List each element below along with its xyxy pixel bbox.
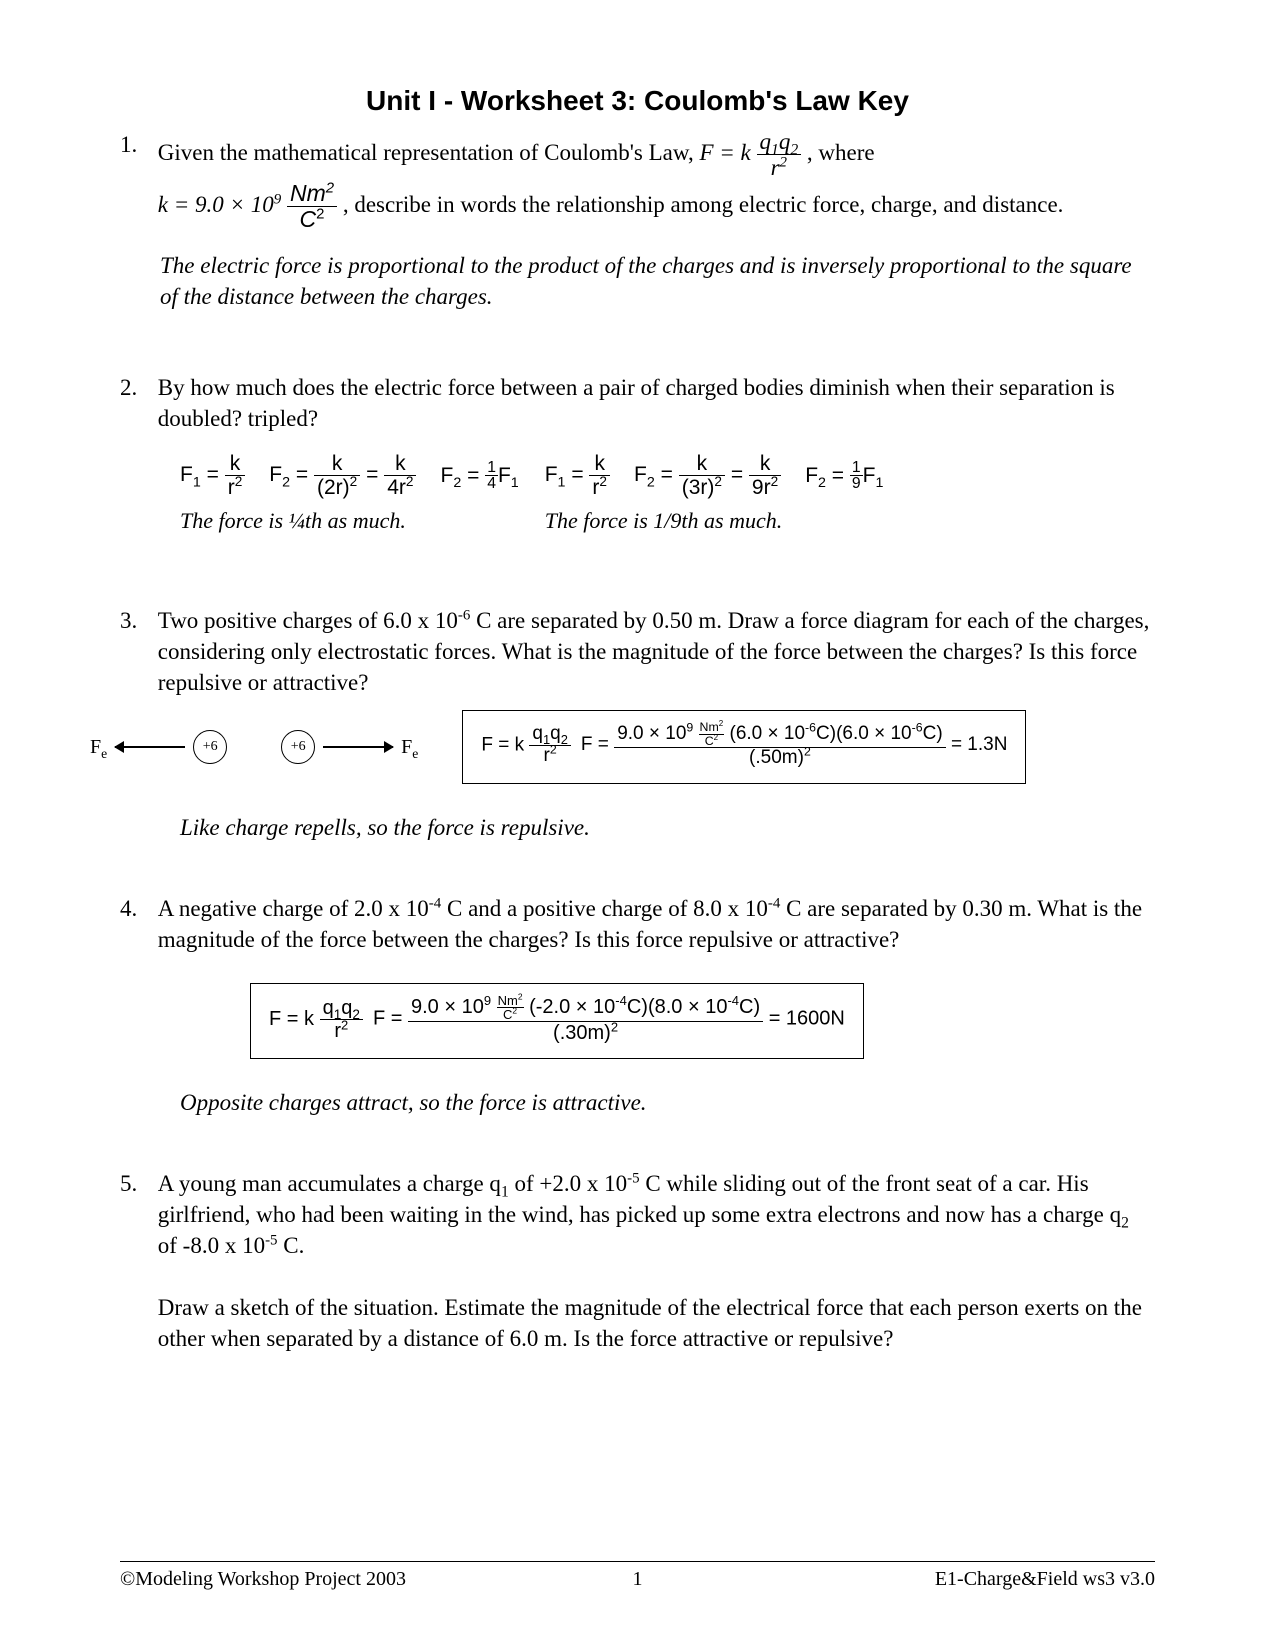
question-3: 3. Two positive charges of 6.0 x 10-6 C … xyxy=(120,605,1155,843)
q2-col-doubled: F1 = kr2 F2 = k(2r)2 = k4r2 F2 = 14F1 Th… xyxy=(180,452,519,535)
q4-answer: Opposite charges attract, so the force i… xyxy=(180,1087,1155,1118)
question-4: 4. A negative charge of 2.0 x 10-4 C and… xyxy=(120,893,1155,1118)
footer-page-num: 1 xyxy=(120,1568,1155,1591)
q2-text: By how much does the electric force betw… xyxy=(158,372,1153,434)
q2-col-tripled: F1 = kr2 F2 = k(3r)2 = k9r2 F2 = 19F1 Th… xyxy=(545,452,884,535)
q1-formula-F: F = k q1q2 r2 xyxy=(699,140,806,165)
q3-text: Two positive charges of 6.0 x 10-6 C are… xyxy=(158,605,1153,698)
q1-tail: , describe in words the relationship amo… xyxy=(343,192,1064,217)
charge-circle-left: +6 xyxy=(193,730,227,764)
q4-formula-box: F = k q1q2r2 F = 9.0 × 109 Nm2C2 (-2.0 ×… xyxy=(250,983,864,1059)
q4-number: 4. xyxy=(120,893,152,924)
q2-note-tripled: The force is 1/9th as much. xyxy=(545,506,884,536)
q5-text: A young man accumulates a charge q1 of +… xyxy=(158,1168,1153,1354)
page-footer: ©Modeling Workshop Project 2003 1 E1-Cha… xyxy=(120,1561,1155,1591)
q4-text: A negative charge of 2.0 x 10-4 C and a … xyxy=(158,893,1153,955)
worksheet-page: Unit I - Worksheet 3: Coulomb's Law Key … xyxy=(0,0,1275,1651)
q3-diagram-row: Fe +6 +6 Fe F = k q1q2r2 F = 9.0 × 109 N… xyxy=(90,710,1155,784)
page-title: Unit I - Worksheet 3: Coulomb's Law Key xyxy=(120,85,1155,117)
q3-formula-box: F = k q1q2r2 F = 9.0 × 109 Nm2C2 (6.0 × … xyxy=(462,710,1026,784)
q1-after: , where xyxy=(807,140,875,165)
q1-number: 1. xyxy=(120,129,152,160)
q3-Fe-right-label: Fe xyxy=(401,734,418,761)
q3-Fe-left-label: Fe xyxy=(90,734,107,761)
q1-lead: Given the mathematical representation of… xyxy=(158,140,700,165)
q2-equations: F1 = kr2 F2 = k(2r)2 = k4r2 F2 = 14F1 Th… xyxy=(180,452,1155,535)
charge-circle-right: +6 xyxy=(281,730,315,764)
arrow-left-icon xyxy=(115,746,185,748)
question-5: 5. A young man accumulates a charge q1 o… xyxy=(120,1168,1155,1354)
q3-answer: Like charge repells, so the force is rep… xyxy=(180,812,1155,843)
q1-body: Given the mathematical representation of… xyxy=(158,129,1153,232)
q5-para2: Draw a sketch of the situation. Estimate… xyxy=(158,1295,1142,1351)
q2-number: 2. xyxy=(120,372,152,403)
q1-answer: The electric force is proportional to th… xyxy=(160,250,1155,312)
arrow-right-icon xyxy=(323,746,393,748)
q2-note-doubled: The force is ¼th as much. xyxy=(180,506,519,536)
question-1: 1. Given the mathematical representation… xyxy=(120,129,1155,312)
q3-number: 3. xyxy=(120,605,152,636)
q1-kvalue: k = 9.0 × 109 Nm2 C2 xyxy=(158,192,343,217)
q5-number: 5. xyxy=(120,1168,152,1199)
question-2: 2. By how much does the electric force b… xyxy=(120,372,1155,535)
